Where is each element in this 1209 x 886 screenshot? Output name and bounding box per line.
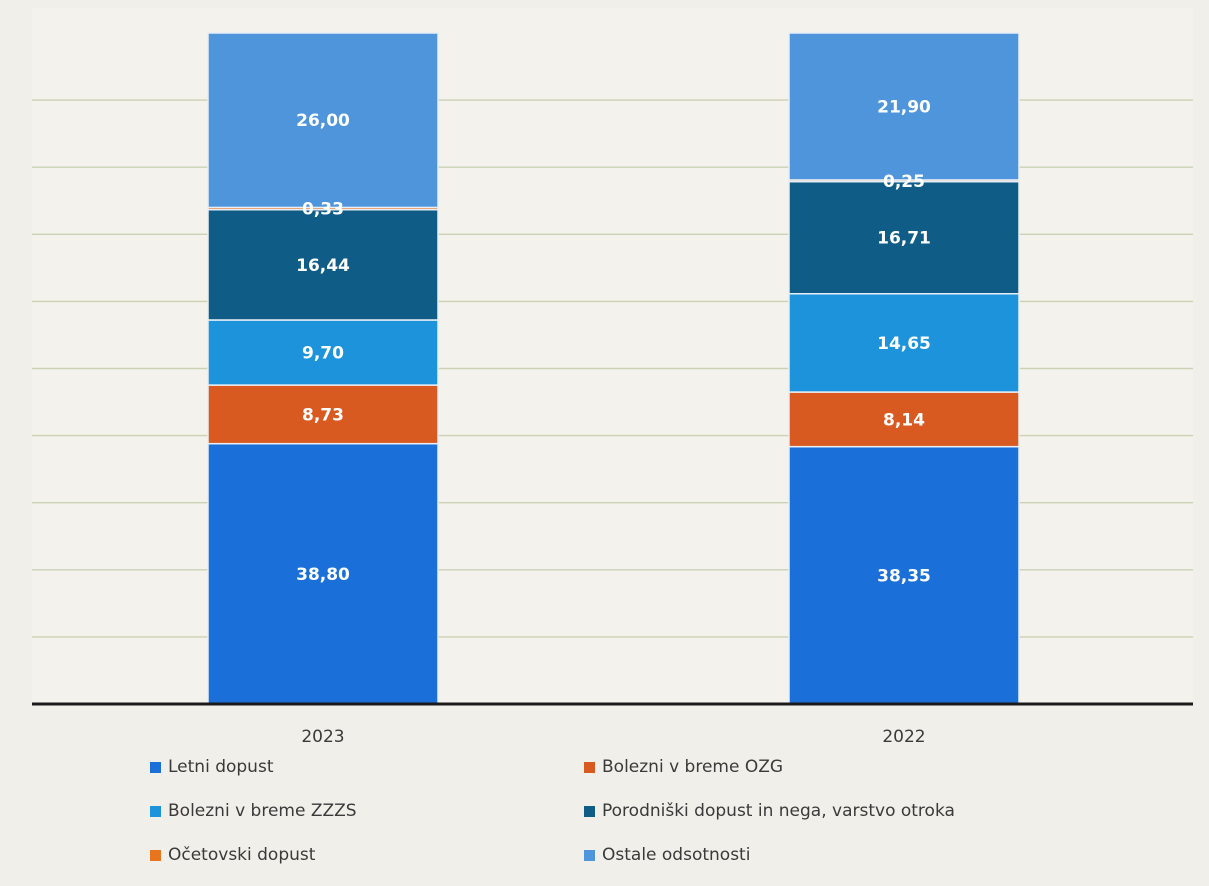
legend-item-bolezni-ozg: Bolezni v breme OZG [584,752,1090,782]
legend-item-bolezni-zzzs: Bolezni v breme ZZZS [150,796,584,826]
legend-swatch [584,805,595,817]
data-label: 38,35 [877,566,931,586]
legend-label: Bolezni v breme ZZZS [168,801,357,821]
bar-segment [788,32,1020,181]
legend-label: Bolezni v breme OZG [602,757,784,777]
bar-segment [207,442,439,705]
x-tick-label: 2022 [882,727,925,747]
data-label: 38,80 [296,565,350,585]
data-label: 0,25 [883,172,925,192]
legend-label: Letni dopust [168,757,274,777]
legend-item-ostale-odsotnosti: Ostale odsotnosti [584,840,1090,870]
bar-segment [788,293,1020,393]
data-label: 16,71 [877,229,931,249]
data-label: 0,33 [302,200,344,220]
data-label: 9,70 [302,344,344,364]
data-label: 21,90 [877,97,931,117]
data-label: 8,14 [883,410,925,430]
data-label: 26,00 [296,111,350,131]
legend-item-letni-dopust: Letni dopust [150,752,584,782]
x-tick-label: 2023 [301,727,344,747]
bar-segment [788,180,1020,295]
bar-segment [207,32,439,209]
data-label: 16,44 [296,256,350,276]
legend-swatch [150,805,161,817]
legend-item-porodniski-dopust: Porodniški dopust in nega, varstvo otrok… [584,796,1090,826]
data-label: 8,73 [302,405,344,425]
legend-swatch [584,849,595,861]
legend-item-ocetovski-dopust: Očetovski dopust [150,840,584,870]
bar-segment [788,445,1020,705]
bar-segment [788,391,1020,448]
legend-label: Ostale odsotnosti [602,845,751,865]
legend-swatch [150,761,161,773]
legend-label: Porodniški dopust in nega, varstvo otrok… [602,801,955,821]
legend: Letni dopust Bolezni v breme OZG Bolezni… [150,752,1090,870]
legend-swatch [584,761,595,773]
data-label: 14,65 [877,334,931,354]
legend-label: Očetovski dopust [168,845,316,865]
legend-swatch [150,849,161,861]
